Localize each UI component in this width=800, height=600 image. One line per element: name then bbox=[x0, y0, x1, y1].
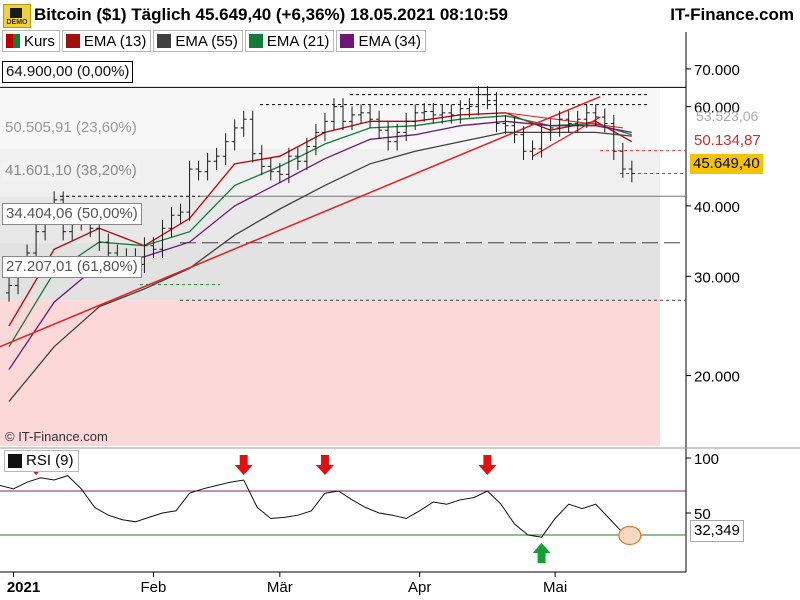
fib-label-0: 64.900,00 (0,00%) bbox=[2, 61, 134, 83]
demo-badge: DEMO bbox=[3, 4, 31, 28]
fib-label-50: 34.404,06 (50,00%) bbox=[2, 203, 142, 225]
ema34-swatch-icon bbox=[340, 34, 355, 48]
x-tick-label: Feb bbox=[141, 579, 167, 596]
x-tick-label: Mai bbox=[543, 579, 567, 596]
sell-arrow-icon bbox=[234, 455, 253, 475]
rsi-panel: 100 50 bbox=[0, 447, 800, 546]
fib-zone-4 bbox=[0, 300, 660, 446]
rsi-label: RSI (9) bbox=[4, 450, 79, 472]
rsi-highlight-circle bbox=[618, 525, 642, 546]
sell-arrow-icon bbox=[315, 455, 334, 475]
price-tag-ema: 53.523,06 bbox=[696, 108, 759, 124]
brand-name: IT-Finance.com bbox=[670, 5, 794, 24]
rsi-tick-label: 100 bbox=[694, 451, 719, 468]
legend: Kurs EMA (13) EMA (55) EMA (21) EMA (34) bbox=[2, 30, 428, 52]
trendlines bbox=[0, 95, 623, 348]
legend-item-kurs[interactable]: Kurs bbox=[2, 30, 60, 52]
rsi-tick-label: 50 bbox=[694, 506, 711, 523]
ema-line-21 bbox=[8, 115, 632, 348]
fib-label-23-6: 50.505,91 (23,60%) bbox=[5, 119, 137, 136]
ema21-swatch-icon bbox=[248, 34, 263, 48]
chart-title: Bitcoin ($1) Täglich 45.649,40 (+6,36%) … bbox=[34, 5, 508, 24]
rsi-signals bbox=[27, 455, 551, 563]
fib-label-38-2: 41.601,10 (38,20%) bbox=[2, 161, 140, 181]
x-tick-label: Apr bbox=[408, 579, 431, 596]
legend-item-ema13[interactable]: EMA (13) bbox=[61, 30, 152, 52]
price-tag-last: 45.649,40 bbox=[690, 154, 763, 174]
x-axis: 2021 Feb Mär Apr Mai bbox=[0, 571, 686, 596]
fib-label-61-8: 27.207,01 (61,80%) bbox=[2, 256, 142, 278]
legend-item-ema34[interactable]: EMA (34) bbox=[336, 30, 426, 52]
price-tick-label: 60.000 bbox=[694, 100, 740, 117]
kurs-swatch-icon bbox=[6, 34, 20, 48]
watermark: © IT-Finance.com bbox=[5, 429, 108, 444]
trendline-upper bbox=[505, 112, 623, 129]
chart-header: DEMO Bitcoin ($1) Täglich 45.649,40 (+6,… bbox=[0, 0, 800, 30]
x-tick-label: Mär bbox=[267, 579, 293, 596]
trendline-support bbox=[0, 95, 601, 348]
ema-line-55 bbox=[8, 131, 632, 402]
rsi-value-tag: 32,349 bbox=[690, 520, 744, 542]
fib-lines bbox=[0, 86, 686, 301]
legend-item-ema55[interactable]: EMA (55) bbox=[153, 30, 243, 52]
ema13-swatch-icon bbox=[65, 34, 80, 48]
buy-arrow-icon bbox=[532, 543, 551, 563]
ema55-swatch-icon bbox=[157, 34, 172, 48]
rsi-line bbox=[0, 475, 632, 538]
rsi-swatch-icon bbox=[8, 454, 22, 468]
price-tick-label: 70.000 bbox=[694, 62, 740, 79]
x-tick-label: 2021 bbox=[7, 579, 40, 596]
price-tick-label: 20.000 bbox=[694, 369, 740, 386]
fib-zones bbox=[0, 87, 660, 446]
price-tick-label: 40.000 bbox=[694, 199, 740, 216]
price-bars bbox=[6, 86, 635, 302]
sell-arrow-icon bbox=[478, 455, 497, 475]
price-grid: 70.000 60.000 40.000 30.000 20.000 bbox=[685, 32, 740, 572]
price-tag-fib: 50.134,87 bbox=[694, 132, 761, 149]
legend-item-ema21[interactable]: EMA (21) bbox=[244, 30, 335, 52]
price-tick-label: 30.000 bbox=[694, 269, 740, 286]
